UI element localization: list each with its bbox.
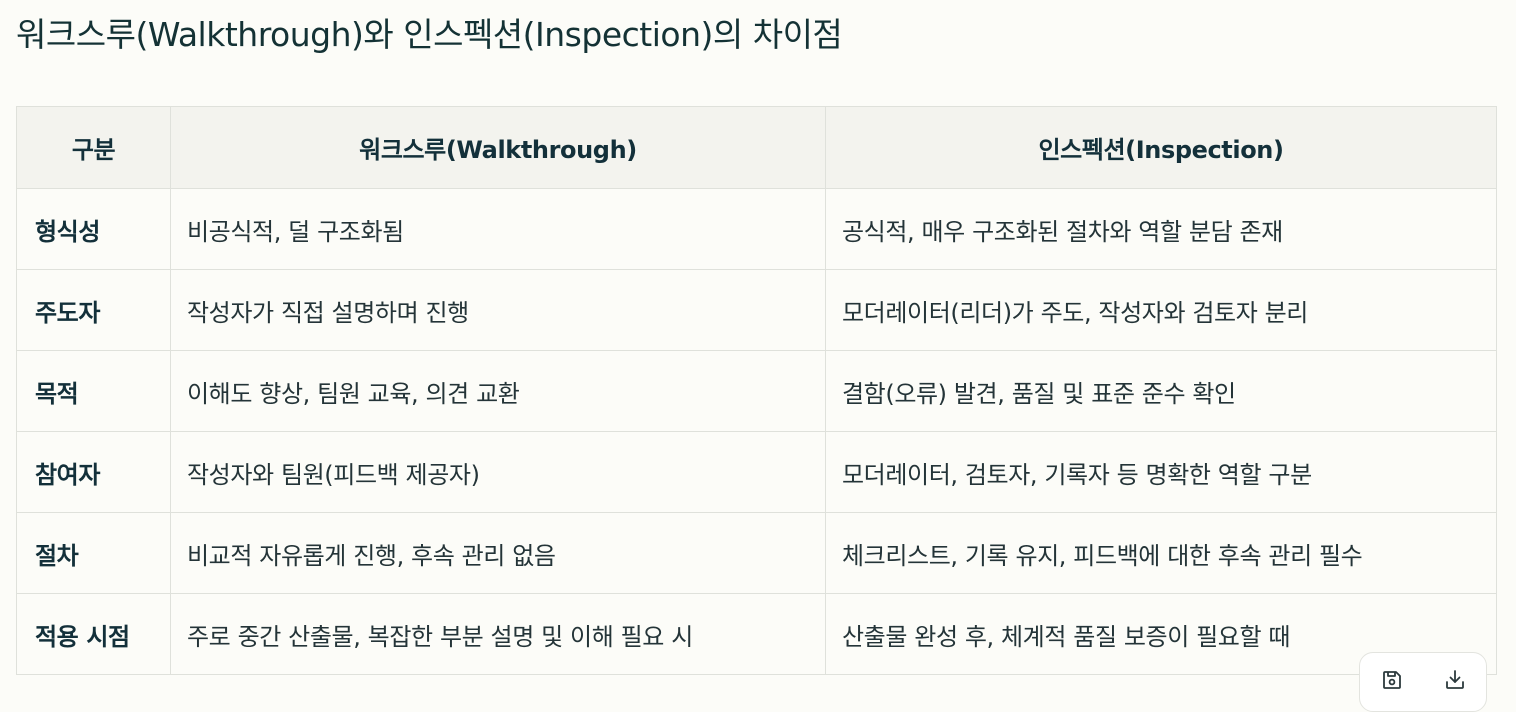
save-icon [1382, 671, 1401, 689]
comparison-table: 구분 워크스루(Walkthrough) 인스펙션(Inspection) 형식… [16, 106, 1497, 675]
download-icon [1445, 670, 1464, 689]
table-row: 참여자 작성자와 팀원(피드백 제공자) 모더레이터, 검토자, 기록자 등 명… [16, 431, 1497, 513]
header-category: 구분 [16, 106, 171, 189]
inspection-cell: 결함(오류) 발견, 품질 및 표준 준수 확인 [825, 350, 1497, 432]
table-row: 절차 비교적 자유롭게 진행, 후속 관리 없음 체크리스트, 기록 유지, 피… [16, 512, 1497, 594]
download-button[interactable] [1442, 667, 1468, 693]
save-button[interactable] [1379, 667, 1405, 693]
row-label: 형식성 [16, 188, 171, 270]
table-row: 목적 이해도 향상, 팀원 교육, 의견 교환 결함(오류) 발견, 품질 및 … [16, 350, 1497, 432]
row-label: 목적 [16, 350, 171, 432]
walkthrough-cell: 비교적 자유롭게 진행, 후속 관리 없음 [170, 512, 826, 594]
inspection-cell: 모더레이터(리더)가 주도, 작성자와 검토자 분리 [825, 269, 1497, 351]
table-header-row: 구분 워크스루(Walkthrough) 인스펙션(Inspection) [16, 106, 1497, 189]
row-label: 절차 [16, 512, 171, 594]
walkthrough-cell: 작성자와 팀원(피드백 제공자) [170, 431, 826, 513]
walkthrough-cell: 주로 중간 산출물, 복잡한 부분 설명 및 이해 필요 시 [170, 593, 826, 675]
page-title: 워크스루(Walkthrough)와 인스펙션(Inspection)의 차이점 [16, 15, 843, 54]
row-label: 적용 시점 [16, 593, 171, 675]
walkthrough-cell: 작성자가 직접 설명하며 진행 [170, 269, 826, 351]
row-label: 주도자 [16, 269, 171, 351]
table-toolbar [1359, 652, 1487, 712]
header-inspection: 인스펙션(Inspection) [825, 106, 1497, 189]
table-row: 주도자 작성자가 직접 설명하며 진행 모더레이터(리더)가 주도, 작성자와 … [16, 269, 1497, 351]
inspection-cell: 공식적, 매우 구조화된 절차와 역할 분담 존재 [825, 188, 1497, 270]
walkthrough-cell: 이해도 향상, 팀원 교육, 의견 교환 [170, 350, 826, 432]
table-row: 형식성 비공식적, 덜 구조화됨 공식적, 매우 구조화된 절차와 역할 분담 … [16, 188, 1497, 270]
header-walkthrough: 워크스루(Walkthrough) [170, 106, 826, 189]
inspection-cell: 산출물 완성 후, 체계적 품질 보증이 필요할 때 [825, 593, 1497, 675]
walkthrough-cell: 비공식적, 덜 구조화됨 [170, 188, 826, 270]
row-label: 참여자 [16, 431, 171, 513]
inspection-cell: 모더레이터, 검토자, 기록자 등 명확한 역할 구분 [825, 431, 1497, 513]
table-row: 적용 시점 주로 중간 산출물, 복잡한 부분 설명 및 이해 필요 시 산출물… [16, 593, 1497, 675]
inspection-cell: 체크리스트, 기록 유지, 피드백에 대한 후속 관리 필수 [825, 512, 1497, 594]
